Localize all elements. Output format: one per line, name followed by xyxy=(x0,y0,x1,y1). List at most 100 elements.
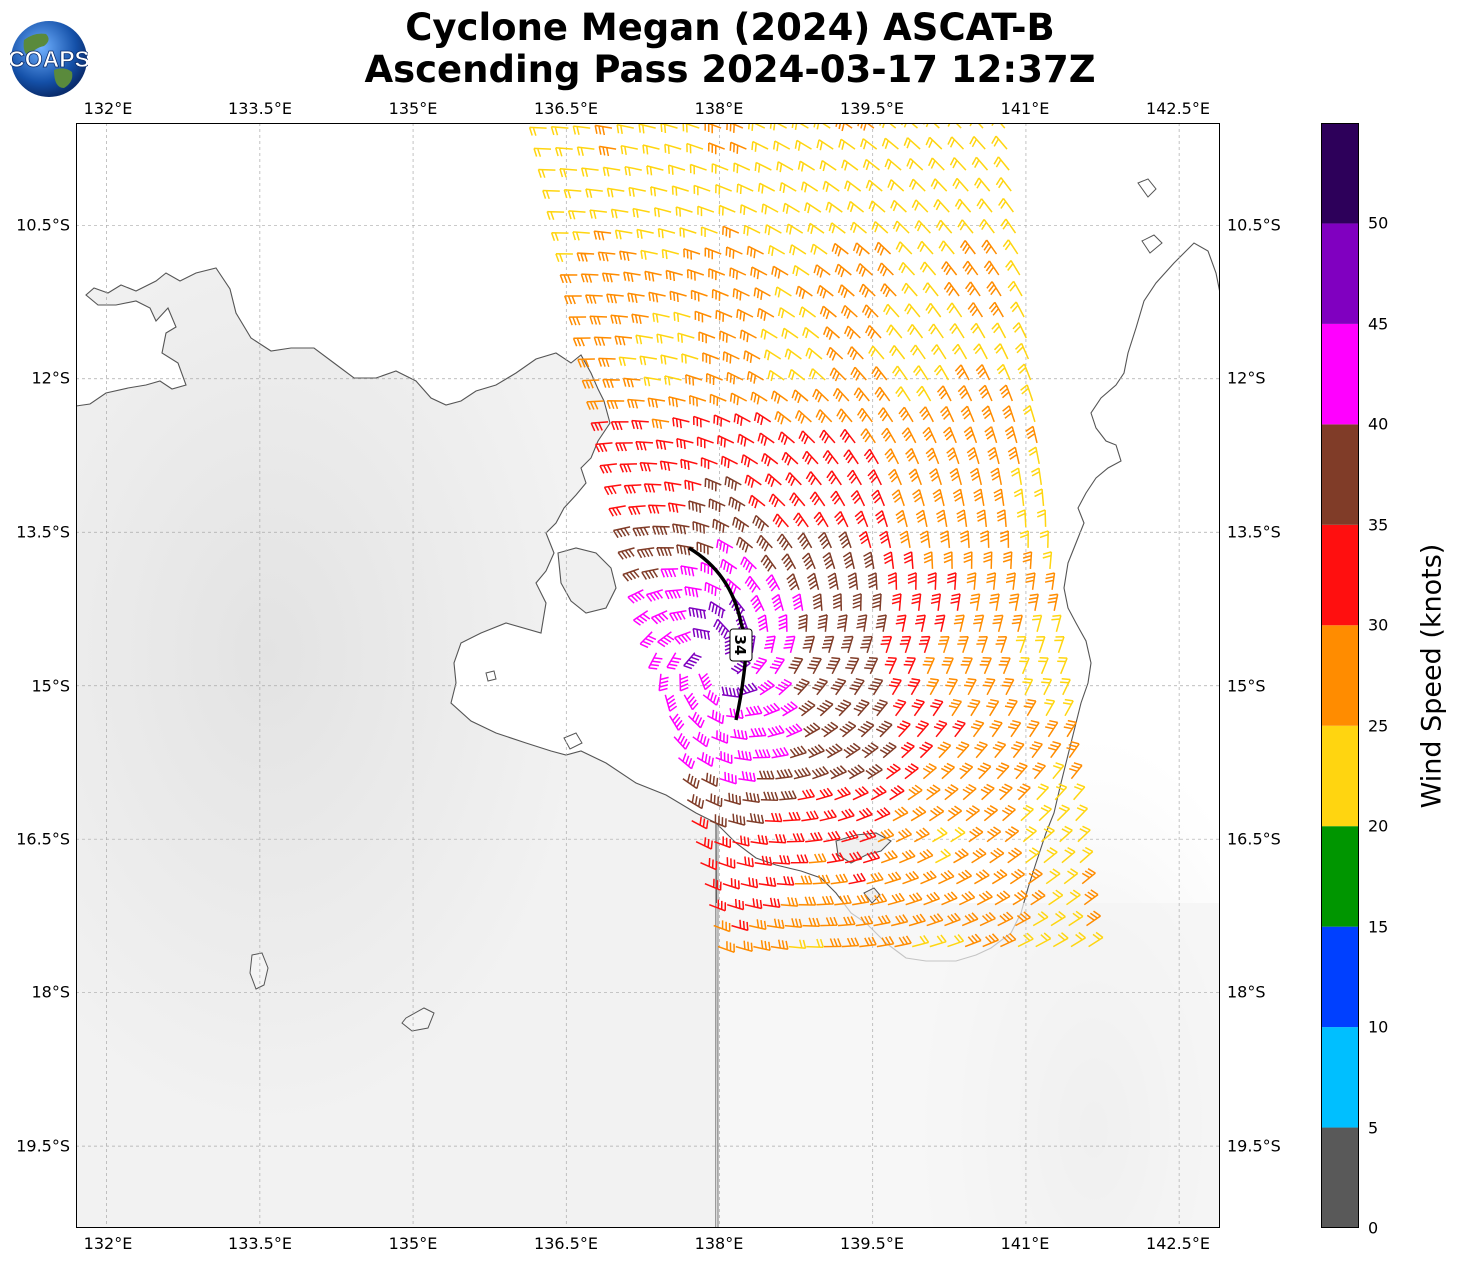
wind-barb xyxy=(1075,804,1089,822)
wind-barb xyxy=(928,157,945,171)
wind-barb xyxy=(848,872,866,885)
wind-barb xyxy=(895,386,911,402)
wind-barb xyxy=(682,773,700,790)
colorbar-bin xyxy=(1321,424,1359,525)
wind-barb xyxy=(644,270,662,282)
wind-barb xyxy=(767,725,785,738)
wind-barb xyxy=(700,857,718,871)
wind-barb xyxy=(952,343,968,360)
wind-barb xyxy=(991,135,1008,150)
wind-barb xyxy=(705,793,723,808)
wind-barb xyxy=(698,672,713,691)
wind-barb xyxy=(976,198,993,213)
wind-barb xyxy=(792,593,804,611)
wind-barb xyxy=(978,384,993,402)
colorbar-tick-label: 20 xyxy=(1368,816,1389,836)
wind-barb xyxy=(1004,698,1018,717)
wind-barb xyxy=(692,415,710,428)
lon-tick-label-top: 136.5°E xyxy=(534,99,598,118)
wind-barb xyxy=(956,509,968,528)
wind-barb xyxy=(816,139,834,151)
wind-barb xyxy=(776,875,795,886)
wind-barb xyxy=(1066,740,1080,759)
wind-barb xyxy=(782,202,800,214)
wind-barb xyxy=(712,518,730,533)
wind-barb xyxy=(949,323,965,339)
wind-barb xyxy=(936,509,948,528)
wind-barb xyxy=(1025,847,1040,864)
wind-barb xyxy=(952,177,969,192)
wind-barb xyxy=(793,767,812,780)
wind-barb xyxy=(593,336,612,346)
wind-barb xyxy=(995,762,1010,780)
lon-tick-label-top: 141°E xyxy=(1000,99,1050,118)
wind-barb xyxy=(979,911,996,927)
wind-barb xyxy=(929,468,943,486)
wind-barb xyxy=(823,326,840,340)
wind-barb xyxy=(830,873,849,885)
wind-barb xyxy=(868,677,884,696)
wind-barb xyxy=(925,302,942,318)
wind-barb xyxy=(691,816,709,830)
wind-barb xyxy=(627,292,645,304)
wind-barb xyxy=(684,479,702,491)
wind-barb xyxy=(776,533,793,551)
wind-barb xyxy=(965,805,980,822)
wind-barb xyxy=(1015,635,1027,654)
wind-barb xyxy=(906,157,924,171)
wind-radius-label-box: 34 xyxy=(729,628,753,662)
wind-barb xyxy=(983,260,1000,276)
wind-barb xyxy=(992,741,1007,759)
wind-barb xyxy=(979,657,992,675)
wind-barb xyxy=(667,502,686,513)
wind-barb xyxy=(996,509,1007,527)
wind-barb xyxy=(631,313,649,325)
wind-barb xyxy=(1045,868,1061,885)
wind-barb xyxy=(826,852,845,864)
wind-barb xyxy=(805,831,823,843)
wind-barb xyxy=(1083,889,1099,906)
wind-barb xyxy=(852,593,862,611)
wind-barb xyxy=(852,242,870,257)
wind-barb xyxy=(1063,868,1079,885)
wind-barb xyxy=(719,330,737,343)
wind-barb xyxy=(810,243,828,255)
wind-barb xyxy=(673,311,691,322)
wind-barb xyxy=(749,919,767,931)
wind-barb xyxy=(690,289,708,302)
wind-barb xyxy=(601,272,620,283)
wind-speed-colorbar xyxy=(1321,123,1359,1228)
wind-barb xyxy=(863,551,875,570)
wind-barb xyxy=(859,829,877,843)
wind-barb xyxy=(1019,530,1029,548)
wind-barb xyxy=(635,440,654,451)
wind-barb xyxy=(944,123,962,129)
wind-barb xyxy=(879,741,897,759)
wind-barb xyxy=(704,247,722,260)
wind-barb xyxy=(635,334,653,345)
wind-barb xyxy=(983,551,993,569)
wind-barb xyxy=(877,828,895,843)
wind-barb xyxy=(835,699,852,717)
wind-barb xyxy=(677,332,695,343)
wind-barb xyxy=(927,572,937,590)
wind-barb xyxy=(725,246,743,259)
wind-barb xyxy=(645,589,664,602)
wind-barb xyxy=(657,631,675,648)
wind-barb xyxy=(701,772,719,787)
wind-barb xyxy=(1023,698,1037,717)
wind-barb xyxy=(960,405,975,423)
wind-barb xyxy=(785,723,803,738)
wind-barb xyxy=(942,426,957,444)
wind-barb xyxy=(822,450,839,465)
wind-barb xyxy=(1061,846,1076,864)
wind-barb xyxy=(946,572,957,590)
wind-barb xyxy=(693,184,711,196)
wind-barb xyxy=(920,870,937,885)
wind-barb xyxy=(862,850,881,864)
colorbar-bin xyxy=(1321,725,1359,827)
wind-barb xyxy=(1015,911,1031,927)
wind-barb xyxy=(823,830,841,843)
wind-barb xyxy=(757,432,775,446)
wind-barb xyxy=(1052,932,1069,948)
